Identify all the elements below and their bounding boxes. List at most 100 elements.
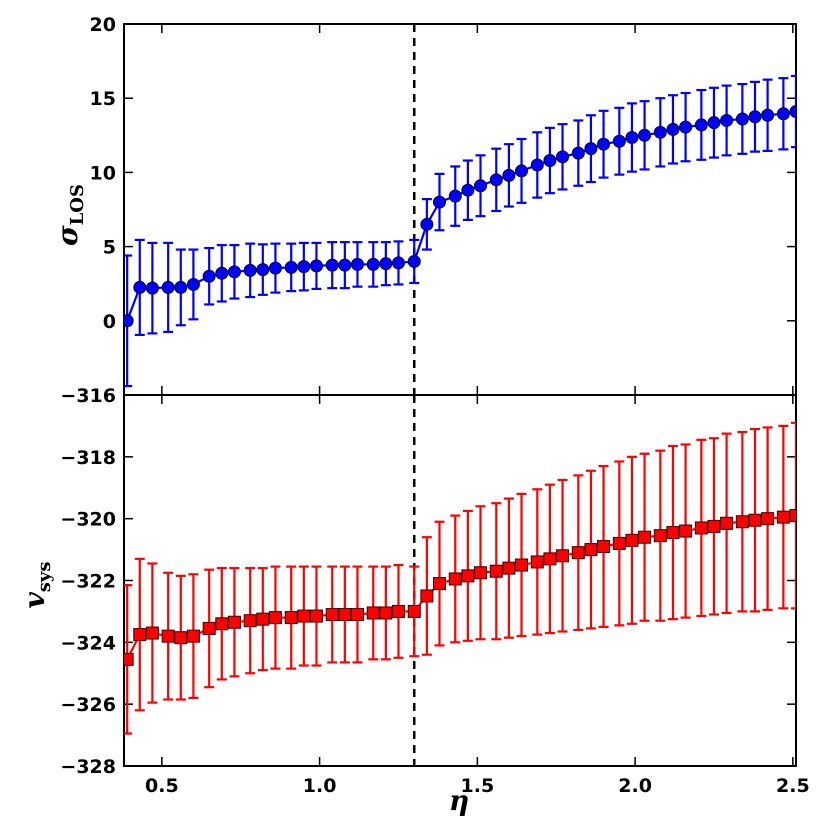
data-point (489, 564, 503, 578)
data-point (735, 515, 749, 529)
data-point (625, 131, 639, 145)
data-point (789, 509, 796, 523)
data-point (124, 314, 134, 328)
data-point (420, 217, 434, 231)
data-point (432, 195, 446, 209)
data-point (202, 621, 216, 635)
panel-v-sys: −328 −326 −324 −322 −320 −318 0.5 1.0 1.5 2.0 2.5 (60, 394, 810, 797)
data-point (161, 629, 175, 643)
data-point (789, 105, 796, 119)
data-point (761, 512, 775, 526)
data-point (515, 164, 529, 178)
data-point (174, 631, 188, 645)
y-tick-label: 10 (90, 162, 116, 184)
x-axis-label-eta: η (449, 784, 469, 817)
data-point (379, 257, 393, 271)
data-point (748, 110, 762, 124)
data-point (653, 125, 667, 139)
series-group (124, 74, 796, 388)
data-point (543, 154, 557, 168)
x-tick-label: 2.5 (776, 775, 810, 797)
data-point (720, 113, 734, 127)
series-line (126, 110, 796, 322)
y-tick-label: −320 (60, 509, 116, 531)
data-point (186, 629, 200, 643)
x-tick-label: 2.0 (618, 775, 652, 797)
data-point (256, 612, 270, 626)
data-point (679, 120, 693, 134)
data-point (666, 122, 680, 136)
data-point (309, 259, 323, 273)
data-point (625, 533, 639, 547)
data-point (461, 569, 475, 583)
data-point (597, 539, 611, 553)
y-tick-label: −324 (60, 632, 116, 654)
data-point (707, 519, 721, 533)
y-tick-label: 15 (90, 88, 116, 110)
data-point (407, 254, 421, 268)
x-tick-label: 1.0 (303, 775, 337, 797)
data-point (338, 258, 352, 272)
data-point (379, 606, 393, 620)
data-point (530, 555, 544, 569)
data-point (748, 513, 762, 527)
y-axis-label-sigma: σLOS (51, 184, 88, 246)
data-point (571, 546, 585, 560)
data-point (391, 604, 405, 618)
data-point (474, 179, 488, 193)
series-line (126, 514, 796, 660)
data-point (735, 112, 749, 126)
data-point (227, 265, 241, 279)
data-point (256, 263, 270, 277)
data-point (243, 263, 257, 277)
data-point (297, 609, 311, 623)
data-point (325, 608, 339, 622)
y-tick-label: −328 (60, 756, 116, 778)
x-tick-label: 1.5 (461, 775, 495, 797)
data-point (391, 256, 405, 270)
data-point (420, 589, 434, 603)
data-point (268, 611, 282, 625)
data-point (584, 142, 598, 156)
data-point (666, 526, 680, 540)
data-point (161, 280, 175, 294)
data-point (350, 608, 364, 622)
data-point (597, 137, 611, 151)
data-point (556, 549, 570, 563)
data-point (448, 189, 462, 203)
data-point (653, 529, 667, 543)
data-point (284, 260, 298, 274)
data-point (638, 530, 652, 544)
data-point (556, 150, 570, 164)
data-point (407, 604, 421, 618)
axes-frame (123, 23, 797, 396)
data-point (612, 134, 626, 148)
y-tick-label: 20 (90, 14, 116, 36)
data-point (638, 128, 652, 142)
data-point (309, 609, 323, 623)
data-point (432, 577, 446, 591)
y-tick-label: 5 (103, 237, 116, 259)
data-point (145, 281, 159, 295)
data-point (325, 258, 339, 272)
data-point (243, 614, 257, 628)
data-point (679, 524, 693, 538)
x-tick-label: 0.5 (145, 775, 179, 797)
data-point (571, 146, 585, 160)
data-point (694, 521, 708, 535)
data-point (694, 118, 708, 132)
data-point (227, 615, 241, 629)
data-point (612, 536, 626, 550)
data-point (202, 269, 216, 283)
data-point (448, 572, 462, 586)
data-point (174, 280, 188, 294)
data-point (366, 257, 380, 271)
data-point (530, 158, 544, 172)
y-tick-label: −326 (60, 694, 116, 716)
y-tick-label: −322 (60, 571, 116, 593)
data-point (515, 558, 529, 572)
data-point (776, 510, 790, 524)
data-point (268, 261, 282, 275)
data-point (707, 116, 721, 130)
